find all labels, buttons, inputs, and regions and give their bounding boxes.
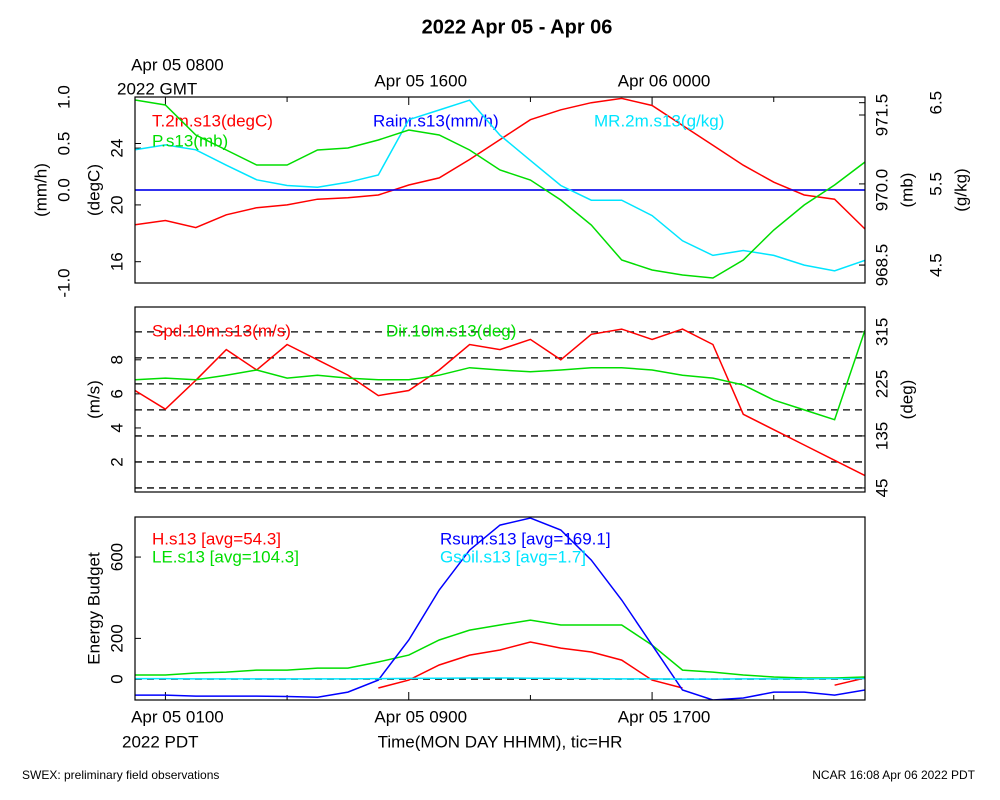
x2-tick-label: Apr 05 0800 xyxy=(131,55,224,74)
y-tick-label: 0.5 xyxy=(54,132,73,156)
y-tick-label: 4 xyxy=(107,423,126,432)
legend-label: Dir.10m.s13(deg) xyxy=(386,321,516,340)
y-tick-label: 600 xyxy=(107,543,126,571)
y-tick-label: 45 xyxy=(872,478,891,497)
y-tick-label: 135 xyxy=(872,422,891,450)
y-tick-label: 315 xyxy=(872,318,891,346)
title: 2022 Apr 05 - Apr 06 xyxy=(422,16,613,38)
y-tick-label: 24 xyxy=(107,139,126,158)
y-tick-label: -1.0 xyxy=(54,268,73,297)
legend-label: Rainr.s13(mm/h) xyxy=(373,111,499,130)
legend-label: MR.2m.s13(g/kg) xyxy=(594,111,724,130)
series-line xyxy=(135,517,865,700)
y-tick-label: 20 xyxy=(107,195,126,214)
y-tick-label: 5.5 xyxy=(926,172,945,196)
y-axis-label: (g/kg) xyxy=(951,168,970,211)
y-tick-label: 970.0 xyxy=(872,169,891,212)
y-axis-label: (mm/h) xyxy=(31,163,50,217)
x-tick-label: Apr 05 0900 xyxy=(374,707,467,726)
series-line xyxy=(135,619,865,679)
series-line xyxy=(135,677,865,680)
series-line xyxy=(135,329,865,421)
x2-tick-label: Apr 05 1600 xyxy=(374,71,467,90)
y-tick-label: 971.5 xyxy=(872,94,891,137)
y-tick-label: 200 xyxy=(107,624,126,652)
legend-label: P.s13(mb) xyxy=(152,131,228,150)
y-tick-label: 6.5 xyxy=(926,91,945,115)
plot-frame xyxy=(134,516,866,701)
x-sublabel: 2022 PDT xyxy=(122,732,199,751)
y-tick-label: 8 xyxy=(107,355,126,364)
legend-label: Spd.10m.s13(m/s) xyxy=(152,321,291,340)
footer-right: NCAR 16:08 Apr 06 2022 PDT xyxy=(812,768,975,782)
y-tick-label: 6 xyxy=(107,389,126,398)
series-line xyxy=(135,97,865,230)
y-axis-label: (m/s) xyxy=(84,380,103,419)
x-tick-label: Apr 05 1700 xyxy=(618,707,711,726)
y-tick-label: 2 xyxy=(107,457,126,466)
plot-frame xyxy=(134,96,866,284)
y-tick-label: 4.5 xyxy=(926,253,945,277)
y-axis-label: (degC) xyxy=(84,164,103,216)
y-axis-label: (deg) xyxy=(897,380,916,420)
y-tick-label: 1.0 xyxy=(54,85,73,109)
y-tick-label: 968.5 xyxy=(872,244,891,287)
x2-sublabel: 2022 GMT xyxy=(117,79,197,98)
y-tick-label: 0.0 xyxy=(54,178,73,202)
y-axis-label: (mb) xyxy=(897,173,916,208)
footer-left: SWEX: preliminary field observations xyxy=(22,768,219,782)
y-tick-label: 16 xyxy=(107,252,126,271)
legend-label: Rsum.s13 [avg=169.1] xyxy=(440,529,611,548)
y-tick-label: 225 xyxy=(872,370,891,398)
y-axis-label: Energy Budget xyxy=(84,552,103,665)
y-tick-label: 0 xyxy=(107,674,126,683)
legend-label: H.s13 [avg=54.3] xyxy=(152,529,281,548)
plot-frame xyxy=(134,306,866,493)
legend-label: Gsoil.s13 [avg=1.7] xyxy=(440,547,586,566)
x-tick-label: Apr 05 0100 xyxy=(131,707,224,726)
x2-tick-label: Apr 06 0000 xyxy=(618,71,711,90)
legend-label: LE.s13 [avg=104.3] xyxy=(152,547,299,566)
series-line xyxy=(135,99,865,272)
series-line xyxy=(135,99,865,279)
x-axis-label: Time(MON DAY HHMM), tic=HR xyxy=(378,732,623,751)
legend-label: T.2m.s13(degC) xyxy=(152,111,273,130)
